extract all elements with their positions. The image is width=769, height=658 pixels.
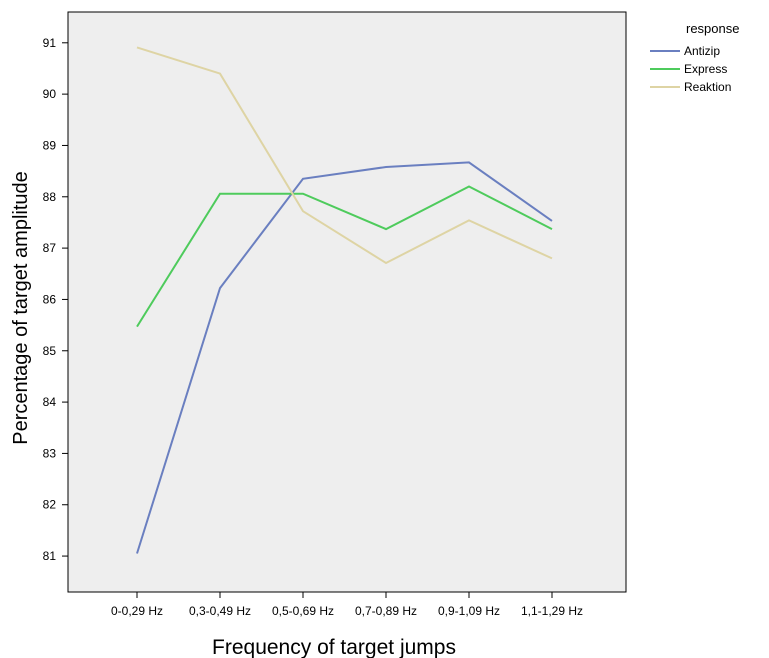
y-tick-label: 86	[43, 292, 57, 306]
legend: response Antizip Express Reaktion	[650, 21, 739, 94]
series-line-reaktion	[136, 46, 553, 265]
y-axis-ticks: 81 82 83 84 85 86 87 88 89 90 91	[43, 36, 68, 563]
x-tick-label: 0,9-1,09 Hz	[438, 604, 500, 618]
series-line-express	[136, 185, 553, 328]
legend-label-express: Express	[684, 62, 727, 76]
y-tick-label: 84	[43, 395, 57, 409]
y-tick-label: 90	[43, 87, 57, 101]
y-tick-label: 89	[43, 138, 57, 152]
x-tick-label: 0-0,29 Hz	[111, 604, 163, 618]
y-tick-label: 87	[43, 241, 57, 255]
y-tick-label: 85	[43, 344, 57, 358]
plot-area	[67, 11, 627, 593]
legend-title: response	[686, 21, 739, 36]
y-axis-label: Percentage of target amplitude	[10, 171, 32, 445]
series-line-antizip	[136, 161, 553, 554]
x-axis-ticks: 0-0,29 Hz 0,3-0,49 Hz 0,5-0,69 Hz 0,7-0,89 …	[111, 592, 583, 618]
x-tick-label: 1,1-1,29 Hz	[521, 604, 583, 618]
x-tick-label: 0,7-0,89 Hz	[355, 604, 417, 618]
legend-label-reaktion: Reaktion	[684, 80, 731, 94]
y-tick-label: 82	[43, 498, 57, 512]
x-axis-label: Frequency of target jumps	[212, 636, 456, 658]
y-tick-label: 88	[43, 190, 57, 204]
legend-label-antizip: Antizip	[684, 44, 720, 58]
x-tick-label: 0,5-0,69 Hz	[272, 604, 334, 618]
y-tick-label: 81	[43, 549, 57, 563]
y-tick-label: 83	[43, 446, 57, 460]
x-tick-label: 0,3-0,49 Hz	[189, 604, 251, 618]
series-layer	[136, 46, 553, 554]
y-tick-label: 91	[43, 36, 57, 50]
